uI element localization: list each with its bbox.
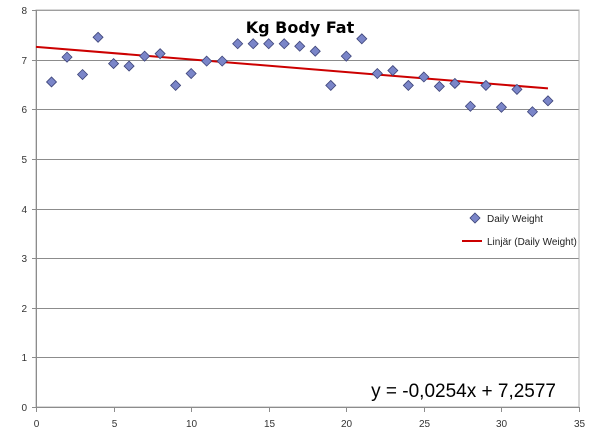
data-point-19	[325, 79, 337, 91]
y-tick-label-7: 7	[21, 56, 27, 67]
data-point-30	[495, 101, 507, 113]
data-point-28	[464, 100, 476, 112]
data-point-7	[139, 50, 151, 62]
data-point-9	[170, 79, 182, 91]
data-point-22	[371, 67, 383, 80]
legend: Daily Weight Linjär (Daily Weight)	[462, 212, 577, 248]
legend-marker-daily-weight	[469, 212, 481, 224]
data-point-17	[294, 40, 306, 52]
y-tick-label-8: 8	[21, 6, 27, 17]
data-point-1	[45, 76, 58, 88]
data-point-8	[154, 48, 166, 60]
y-tick-label-0: 0	[21, 403, 27, 414]
legend-label-trend: Linjär (Daily Weight)	[487, 237, 577, 248]
data-point-3	[76, 68, 89, 81]
chart-title: Kg Body Fat	[246, 18, 355, 37]
data-point-2	[61, 51, 73, 63]
y-tick-label-3: 3	[21, 254, 27, 265]
data-point-20	[340, 50, 352, 62]
x-tick-label-5: 5	[112, 419, 118, 430]
trendline	[35, 45, 549, 90]
data-point-4	[92, 31, 104, 43]
trendline-group	[35, 45, 549, 90]
data-point-18	[309, 45, 321, 57]
x-tick-label-25: 25	[419, 419, 431, 430]
data-point-29	[480, 79, 492, 91]
trendline-equation: y = -0,0254x + 7,2577	[371, 381, 556, 402]
data-point-25	[418, 71, 430, 83]
axes	[32, 9, 580, 412]
data-point-23	[387, 64, 399, 77]
data-point-21	[356, 33, 368, 45]
data-point-32	[526, 106, 539, 118]
data-point-14	[247, 38, 259, 50]
tick-labels: 0 1 2 3 4 5 6 7 8 0 5 10 15 20 25 30 35	[21, 6, 585, 430]
data-points	[45, 31, 554, 118]
x-tick-label-0: 0	[34, 419, 40, 430]
x-tick-label-20: 20	[341, 419, 353, 430]
data-point-33	[542, 95, 554, 107]
data-point-10	[185, 67, 197, 80]
y-tick-label-5: 5	[21, 155, 27, 166]
data-point-15	[263, 38, 275, 50]
data-point-13	[232, 38, 244, 50]
y-tick-label-1: 1	[21, 353, 27, 364]
data-point-24	[402, 79, 414, 91]
data-point-27	[449, 77, 461, 90]
y-tick-label-2: 2	[21, 304, 27, 315]
x-tick-label-30: 30	[496, 419, 508, 430]
x-tick-label-15: 15	[264, 419, 276, 430]
data-point-5	[108, 58, 120, 70]
data-point-26	[433, 80, 445, 92]
x-tick-label-35: 35	[574, 419, 586, 430]
y-tick-label-4: 4	[21, 205, 27, 216]
data-point-11	[201, 55, 213, 67]
legend-label-daily-weight: Daily Weight	[487, 214, 543, 225]
data-point-6	[123, 60, 135, 72]
y-tick-label-6: 6	[21, 105, 27, 116]
data-point-12	[216, 55, 228, 67]
x-tick-label-10: 10	[186, 419, 198, 430]
data-point-31	[511, 83, 523, 95]
data-point-16	[278, 38, 290, 50]
